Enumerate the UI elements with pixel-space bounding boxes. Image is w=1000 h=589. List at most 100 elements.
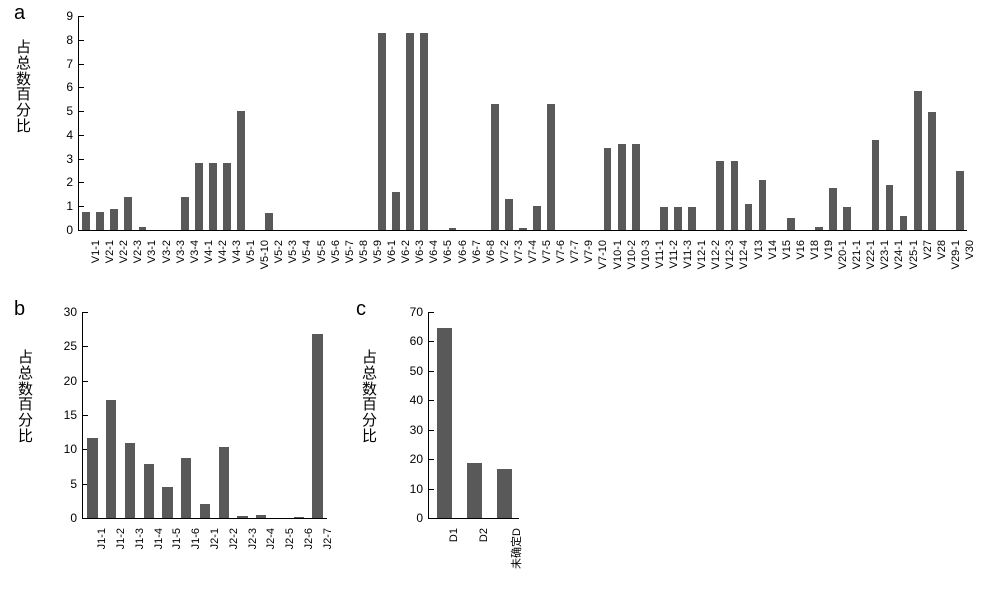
bar	[223, 163, 231, 230]
bar	[759, 180, 767, 230]
xtick-label: V12-2	[710, 234, 722, 269]
ytick: 4	[66, 128, 79, 142]
bar	[900, 216, 908, 230]
xtick-label: V10-1	[612, 234, 624, 269]
bar	[106, 400, 116, 518]
ytick: 0	[66, 223, 79, 237]
bar	[162, 487, 172, 518]
xtick-label: V7-4	[527, 234, 539, 263]
xtick-label: V23-1	[879, 234, 891, 269]
ytick: 70	[410, 305, 429, 319]
xtick-label: V6-5	[442, 234, 454, 263]
xtick-label: J1-4	[153, 522, 165, 549]
xtick-label: J2-4	[265, 522, 277, 549]
xtick-label: V12-3	[724, 234, 736, 269]
xtick-label: V20-1	[837, 234, 849, 269]
bar	[195, 163, 203, 230]
bar	[406, 33, 414, 230]
xtick-label: J2-1	[209, 522, 221, 549]
ytick: 25	[64, 339, 83, 353]
bar	[237, 111, 245, 230]
bar	[886, 185, 894, 230]
xtick-label: V15	[781, 234, 793, 260]
chart-c: 010203040506070D1D2未确定D	[408, 312, 518, 518]
xtick-label: V3-3	[175, 234, 187, 263]
ylabel-a: 占总数百分比	[16, 40, 31, 135]
ytick: 60	[410, 334, 429, 348]
xtick-label: V11-1	[654, 234, 666, 269]
xtick-label: V11-3	[682, 234, 694, 269]
xtick-label: V5-5	[316, 234, 328, 263]
bar	[144, 464, 154, 518]
bar	[731, 161, 739, 230]
xtick-label: V5-9	[372, 234, 384, 263]
ytick: 20	[64, 374, 83, 388]
bar	[124, 197, 132, 230]
bar	[716, 161, 724, 230]
bar	[674, 207, 682, 230]
bar	[378, 33, 386, 230]
bar	[265, 213, 273, 230]
bar	[110, 209, 118, 230]
xtick-label: V5-3	[287, 234, 299, 263]
bar	[815, 227, 823, 230]
bar	[96, 212, 104, 230]
bar	[209, 163, 217, 230]
ytick: 8	[66, 33, 79, 47]
ylabel-b: 占总数百分比	[18, 350, 33, 445]
xtick-label: V4-1	[203, 234, 215, 263]
bar	[497, 469, 512, 518]
ytick: 50	[410, 364, 429, 378]
xtick-label: V6-3	[414, 234, 426, 263]
ytick: 15	[64, 408, 83, 422]
ytick: 5	[66, 104, 79, 118]
bar	[787, 218, 795, 230]
xtick-label: D2	[478, 522, 490, 542]
xtick-label: V5-2	[273, 234, 285, 263]
bar	[872, 140, 880, 230]
xtick-label: V12-4	[738, 234, 750, 269]
bar	[237, 516, 247, 518]
xtick-label: V2-2	[118, 234, 130, 263]
xtick-label: V5-4	[301, 234, 313, 263]
xtick-label: J1-3	[134, 522, 146, 549]
ytick: 30	[410, 423, 429, 437]
xtick-label: V3-1	[146, 234, 158, 263]
xtick-label: V2-3	[132, 234, 144, 263]
xtick-label: D1	[448, 522, 460, 542]
xtick-label: V7-3	[513, 234, 525, 263]
bar	[745, 204, 753, 230]
xtick-label: V6-1	[386, 234, 398, 263]
xtick-label: V6-8	[485, 234, 497, 263]
xtick-label: V27	[922, 234, 934, 260]
xtick-label: J2-3	[247, 522, 259, 549]
xtick-label: 未确定D	[508, 522, 524, 569]
bar	[420, 33, 428, 230]
bar	[200, 504, 210, 518]
bar	[505, 199, 513, 230]
panel-label-a: a	[14, 2, 25, 25]
chart-b: 051015202530J1-1J1-2J1-3J1-4J1-5J1-6J2-1…	[66, 312, 326, 518]
bar	[829, 188, 837, 230]
bar	[956, 171, 964, 230]
plot-a: 0123456789V1-1V2-1V2-2V2-3V3-1V3-2V3-3V3…	[78, 16, 967, 231]
xtick-label: J2-6	[303, 522, 315, 549]
ytick: 40	[410, 393, 429, 407]
xtick-label: V12-1	[696, 234, 708, 269]
xtick-label: V3-2	[161, 234, 173, 263]
bar	[82, 212, 90, 230]
ytick: 0	[70, 511, 83, 525]
xtick-label: V28	[936, 234, 948, 260]
xtick-label: J2-7	[322, 522, 334, 549]
xtick-label: V5-7	[344, 234, 356, 263]
xtick-label: J1-1	[96, 522, 108, 549]
xtick-label: V18	[809, 234, 821, 260]
bar	[219, 447, 229, 518]
xtick-label: J2-5	[284, 522, 296, 549]
xtick-label: V24-1	[893, 234, 905, 269]
bar	[392, 192, 400, 230]
bar	[294, 517, 304, 518]
panel-label-c: c	[356, 298, 366, 321]
xtick-label: V5-1	[245, 234, 257, 263]
ytick: 2	[66, 175, 79, 189]
